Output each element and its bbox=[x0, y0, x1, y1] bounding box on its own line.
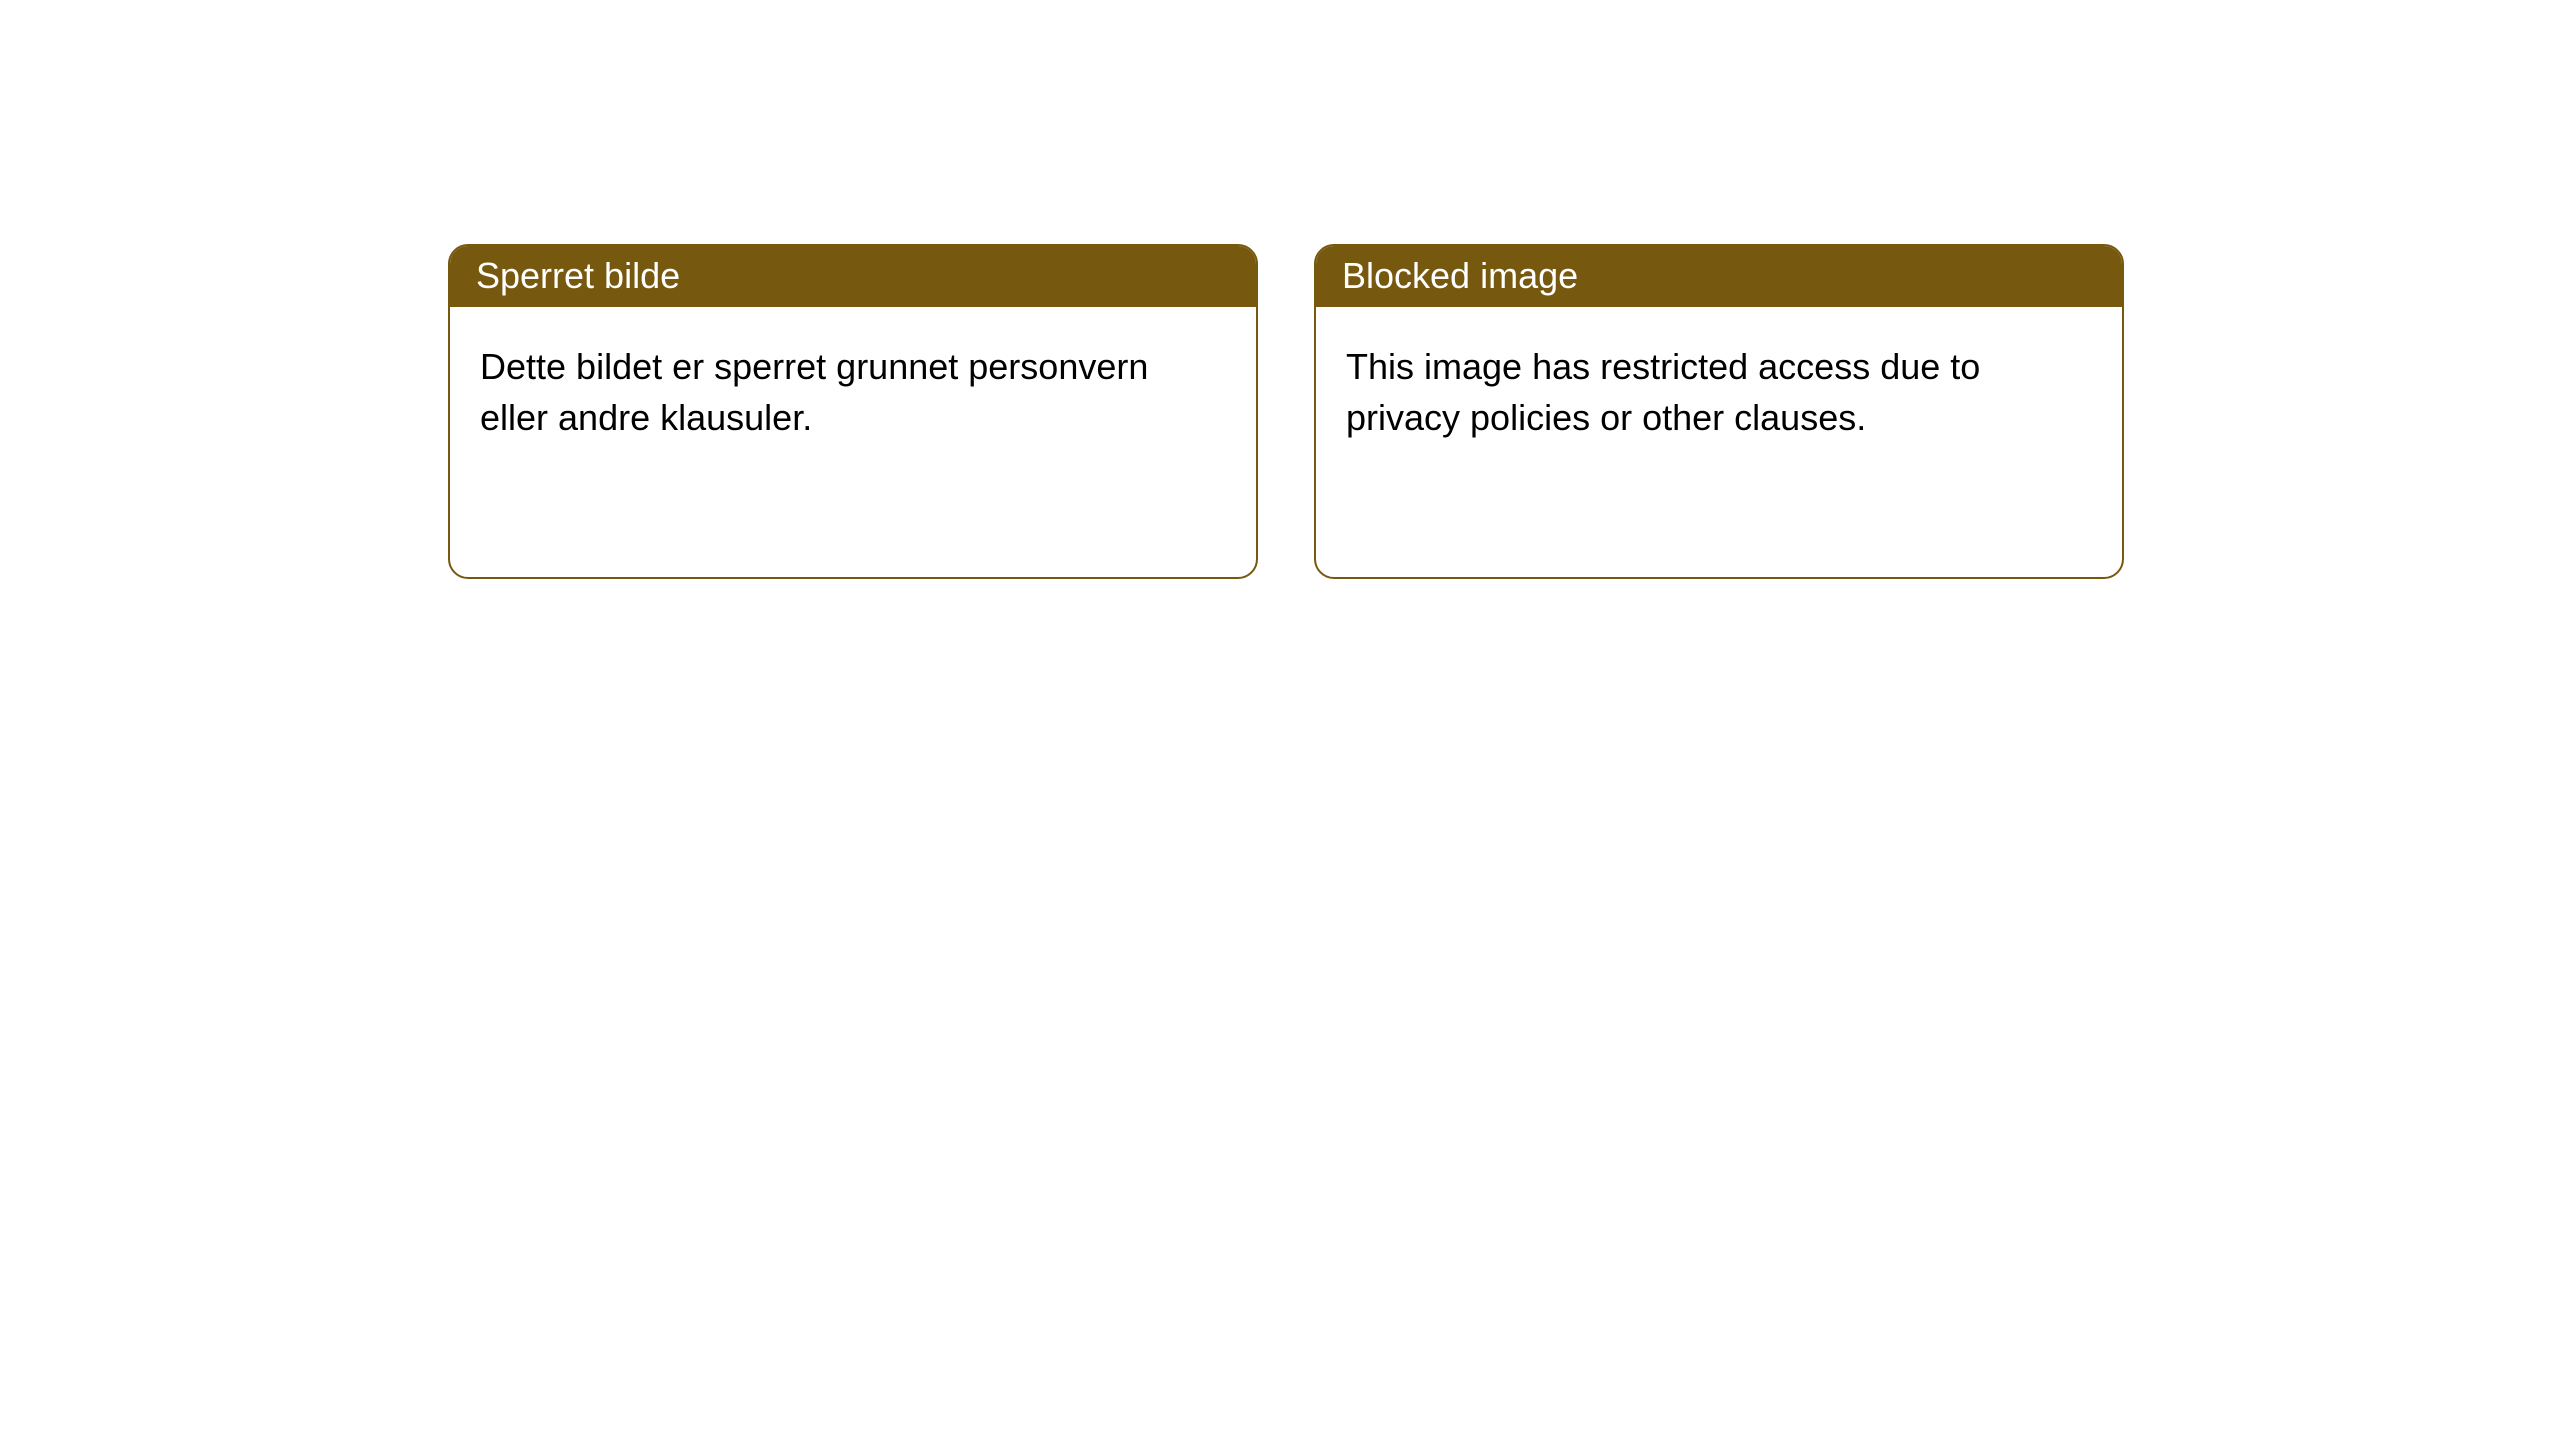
card-body: Dette bildet er sperret grunnet personve… bbox=[450, 307, 1256, 477]
notice-card-english: Blocked image This image has restricted … bbox=[1314, 244, 2124, 579]
card-header: Sperret bilde bbox=[450, 246, 1256, 307]
notice-card-norwegian: Sperret bilde Dette bildet er sperret gr… bbox=[448, 244, 1258, 579]
card-body: This image has restricted access due to … bbox=[1316, 307, 2122, 477]
cards-container: Sperret bilde Dette bildet er sperret gr… bbox=[0, 0, 2560, 579]
card-header: Blocked image bbox=[1316, 246, 2122, 307]
